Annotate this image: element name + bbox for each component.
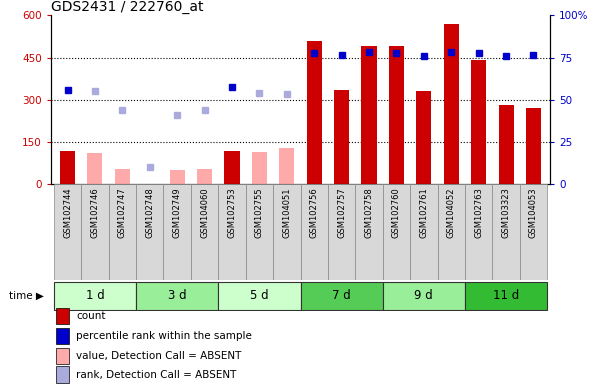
Bar bbox=[218, 184, 246, 280]
Bar bbox=[526, 108, 541, 184]
Text: 3 d: 3 d bbox=[168, 289, 186, 302]
Bar bbox=[54, 282, 136, 310]
Bar bbox=[197, 169, 212, 184]
Text: GSM102746: GSM102746 bbox=[90, 187, 99, 238]
Bar bbox=[410, 184, 438, 280]
Bar bbox=[252, 152, 267, 184]
Text: GSM102747: GSM102747 bbox=[118, 187, 127, 238]
Text: percentile rank within the sample: percentile rank within the sample bbox=[76, 331, 252, 341]
Text: GSM102748: GSM102748 bbox=[145, 187, 154, 238]
Bar bbox=[361, 46, 377, 184]
Text: count: count bbox=[76, 311, 106, 321]
Bar bbox=[389, 46, 404, 184]
Text: GSM104051: GSM104051 bbox=[282, 187, 291, 238]
Text: GSM102761: GSM102761 bbox=[419, 187, 429, 238]
Text: 9 d: 9 d bbox=[415, 289, 433, 302]
Bar bbox=[87, 153, 103, 184]
Text: GSM102749: GSM102749 bbox=[172, 187, 182, 238]
Bar bbox=[56, 348, 69, 364]
Bar bbox=[300, 282, 383, 310]
Bar bbox=[56, 328, 69, 344]
Bar bbox=[273, 184, 300, 280]
Bar bbox=[169, 170, 185, 184]
Bar bbox=[471, 60, 486, 184]
Text: GSM103323: GSM103323 bbox=[502, 187, 511, 238]
Text: GSM104060: GSM104060 bbox=[200, 187, 209, 238]
Bar bbox=[246, 184, 273, 280]
Text: GSM104053: GSM104053 bbox=[529, 187, 538, 238]
Bar bbox=[520, 184, 547, 280]
Bar bbox=[279, 148, 294, 184]
Bar bbox=[115, 169, 130, 184]
Text: 11 d: 11 d bbox=[493, 289, 519, 302]
Bar bbox=[60, 151, 75, 184]
Bar bbox=[136, 184, 163, 280]
Text: GSM102756: GSM102756 bbox=[310, 187, 319, 238]
Bar bbox=[300, 184, 328, 280]
Bar bbox=[465, 282, 547, 310]
Text: GSM102763: GSM102763 bbox=[474, 187, 483, 238]
Bar bbox=[383, 282, 465, 310]
Text: GSM102757: GSM102757 bbox=[337, 187, 346, 238]
Bar bbox=[444, 24, 459, 184]
Text: 7 d: 7 d bbox=[332, 289, 351, 302]
Text: GSM102760: GSM102760 bbox=[392, 187, 401, 238]
Bar bbox=[328, 184, 355, 280]
Text: GSM102753: GSM102753 bbox=[228, 187, 236, 238]
Bar bbox=[334, 90, 349, 184]
Text: value, Detection Call = ABSENT: value, Detection Call = ABSENT bbox=[76, 351, 242, 361]
Text: GSM104052: GSM104052 bbox=[447, 187, 456, 238]
Text: time ▶: time ▶ bbox=[8, 291, 43, 301]
Text: 5 d: 5 d bbox=[250, 289, 269, 302]
Text: GDS2431 / 222760_at: GDS2431 / 222760_at bbox=[51, 0, 204, 14]
Bar bbox=[81, 184, 109, 280]
Bar bbox=[109, 184, 136, 280]
Bar bbox=[355, 184, 383, 280]
Bar bbox=[383, 184, 410, 280]
Bar bbox=[416, 91, 432, 184]
Text: GSM102744: GSM102744 bbox=[63, 187, 72, 238]
Bar bbox=[191, 184, 218, 280]
Text: rank, Detection Call = ABSENT: rank, Detection Call = ABSENT bbox=[76, 369, 236, 379]
Bar bbox=[465, 184, 492, 280]
Text: 1 d: 1 d bbox=[85, 289, 105, 302]
Bar bbox=[163, 184, 191, 280]
Bar bbox=[307, 41, 322, 184]
Bar bbox=[498, 106, 514, 184]
Bar bbox=[218, 282, 300, 310]
Bar bbox=[54, 184, 81, 280]
Bar bbox=[136, 282, 218, 310]
Bar bbox=[438, 184, 465, 280]
Text: GSM102758: GSM102758 bbox=[365, 187, 373, 238]
Bar bbox=[56, 366, 69, 382]
Text: GSM102755: GSM102755 bbox=[255, 187, 264, 238]
Bar bbox=[492, 184, 520, 280]
Bar bbox=[56, 308, 69, 324]
Bar bbox=[224, 151, 240, 184]
